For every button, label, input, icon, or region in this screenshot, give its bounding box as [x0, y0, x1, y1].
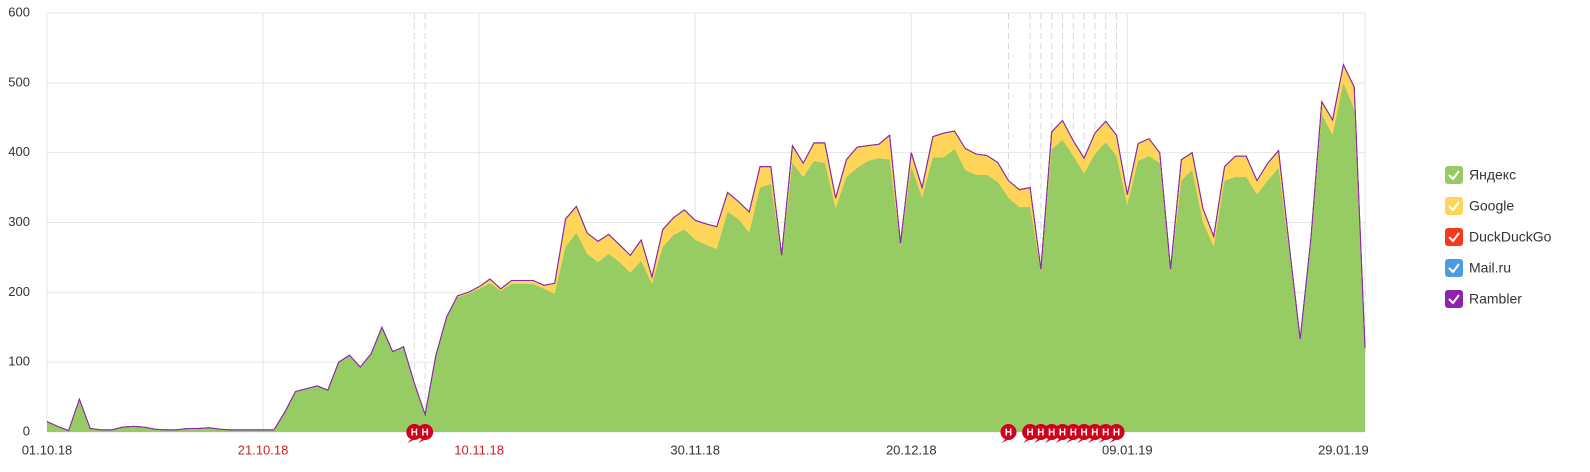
area-fill: [47, 82, 1365, 432]
annotation-bubble: [1000, 424, 1017, 440]
legend-item[interactable]: Google: [1445, 197, 1514, 215]
annotation-bubble: [1098, 439, 1105, 443]
annotation-label: H: [1037, 428, 1044, 439]
legend-label: Google: [1469, 198, 1514, 214]
annotation-bubble: [1044, 439, 1051, 443]
annotation-bubble: [1109, 439, 1116, 443]
legend-label: Mail.ru: [1469, 260, 1511, 276]
legend-label: Rambler: [1469, 291, 1522, 307]
legend-label: Яндекс: [1469, 167, 1516, 183]
legend-check: [1448, 201, 1460, 212]
legend-label: DuckDuckGo: [1469, 229, 1552, 245]
legend-check: [1448, 232, 1460, 243]
annotation-label: H: [1048, 428, 1055, 439]
y-tick-label: 300: [8, 214, 30, 229]
annotation-label: H: [1059, 428, 1066, 439]
x-tick-label: 09.01.19: [1102, 442, 1153, 457]
x-tick-label: 01.10.18: [22, 442, 73, 457]
legend-check: [1448, 294, 1460, 305]
y-tick-label: 500: [8, 74, 30, 89]
annotation-label: H: [1080, 428, 1087, 439]
legend-item[interactable]: Яндекс: [1445, 166, 1516, 184]
annotation-bubble: [407, 439, 414, 443]
annotation-label: H: [1113, 428, 1120, 439]
x-tick-label: 30.11.18: [670, 442, 720, 457]
y-tick-label: 100: [8, 354, 30, 369]
annotation-bubble: [418, 439, 425, 443]
annotation-marker[interactable]: H: [1108, 424, 1125, 443]
legend-item[interactable]: Mail.ru: [1445, 259, 1511, 277]
legend-checkbox: [1445, 290, 1463, 308]
legend-checkbox: [1445, 197, 1463, 215]
annotation-label: H: [411, 428, 418, 439]
annotation-label: H: [1005, 428, 1012, 439]
x-tick-label: 20.12.18: [886, 442, 937, 457]
annotation-label: H: [1026, 428, 1033, 439]
x-tick-label: 10.11.18: [454, 442, 504, 457]
annotation-bubble: [1001, 439, 1008, 443]
x-tick-label: 29.01.19: [1318, 442, 1369, 457]
legend-checkbox: [1445, 228, 1463, 246]
legend-item[interactable]: Rambler: [1445, 290, 1522, 308]
area-line: [46, 63, 1366, 432]
annotation-bubble: [1033, 439, 1040, 443]
annotation-bubble: [1108, 424, 1125, 440]
annotation-bubble: [1066, 439, 1073, 443]
legend-check: [1448, 170, 1460, 181]
annotation-bubble: [1087, 439, 1094, 443]
annotation-marker[interactable]: H: [417, 424, 434, 443]
annotation-bubble: [417, 424, 434, 440]
y-tick-label: 200: [8, 284, 30, 299]
y-tick-label: 600: [8, 4, 30, 19]
x-tick-label: 21.10.18: [238, 442, 289, 457]
annotation-marker[interactable]: H: [1000, 424, 1017, 443]
annotation-bubble: [1055, 439, 1062, 443]
y-tick-label: 0: [23, 423, 30, 438]
annotation-label: H: [421, 428, 428, 439]
y-tick-label: 400: [8, 144, 30, 159]
legend-check: [1448, 263, 1460, 274]
legend-checkbox: [1445, 166, 1463, 184]
annotation-bubble: [1023, 439, 1030, 443]
legend-item[interactable]: DuckDuckGo: [1445, 228, 1552, 246]
annotation-label: H: [1091, 428, 1098, 439]
annotation-bubble: [1077, 439, 1084, 443]
annotation-label: H: [1102, 428, 1109, 439]
legend-checkbox: [1445, 259, 1463, 277]
annotation-label: H: [1070, 428, 1077, 439]
